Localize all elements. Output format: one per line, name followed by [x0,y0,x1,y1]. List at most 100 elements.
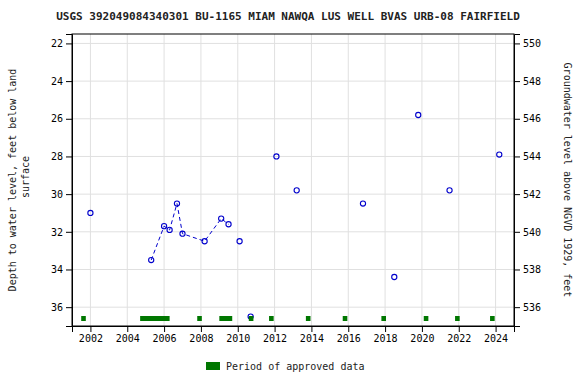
tick-mark [422,326,423,332]
approved-bar [249,316,254,321]
tick-label: 32 [51,227,63,238]
tick: 28 [51,151,72,162]
tick-label: 2024 [484,333,508,344]
grid-line-y [72,307,514,308]
tick-label: 546 [523,113,541,124]
approved-bar [81,316,86,321]
tick-mark [514,194,520,195]
tick: 542 [514,189,541,200]
tick-mark [514,119,520,120]
tick-mark [311,326,312,332]
tick-label: 24 [51,76,63,87]
tick: 2010 [226,326,250,344]
tick: 2014 [300,326,324,344]
approved-bar [381,316,386,321]
tick: 26 [51,113,72,124]
grid-line-y [72,269,514,270]
data-point [392,274,397,279]
grid-line-x [495,34,496,326]
grid-line-x [348,34,349,326]
grid-line-x [421,34,422,326]
grid-line-y [72,156,514,157]
tick-mark [90,326,91,332]
tick: 2012 [263,326,287,344]
tick-mark [459,326,460,332]
chart: USGS 392049084340301 BU-1165 MIAM NAWQA … [0,0,576,384]
tick-mark [238,326,239,332]
grid-line-y [72,81,514,82]
tick: 2002 [79,326,103,344]
legend-swatch [206,362,220,370]
y2-axis: 536538540542544546548550 [514,35,541,327]
data-point [294,188,299,193]
tick-label: 2016 [337,333,361,344]
approved-bar [343,316,348,321]
tick-mark [66,81,72,82]
data-point [88,210,93,215]
legend: Period of approved data [206,361,364,372]
tick-mark [66,156,72,157]
tick-mark [66,307,72,308]
approved-bar [219,316,232,321]
tick: 2018 [374,326,398,344]
tick-label: 538 [523,264,541,275]
tick: 24 [51,76,72,87]
tick-label: 2020 [410,333,434,344]
tick-mark [164,326,165,332]
tick-label: 2010 [226,333,250,344]
axis-domain [515,35,521,327]
grid-line-x [127,34,128,326]
tick-label: 2002 [79,333,103,344]
tick-label: 2018 [374,333,398,344]
tick: 2024 [484,326,508,344]
grid-line-y [72,118,514,119]
chart-title: USGS 392049084340301 BU-1165 MIAM NAWQA … [56,10,520,23]
tick-label: 2014 [300,333,324,344]
plot-frame [72,34,514,326]
grid-line-x [90,34,91,326]
tick-label: 2012 [263,333,287,344]
tick-label: 540 [523,227,541,238]
tick-label: 2022 [447,333,471,344]
tick-label: 26 [51,113,63,124]
grid-line-x [164,34,165,326]
tick-mark [66,43,72,44]
data-point [237,239,242,244]
tick: 30 [51,189,72,200]
tick-mark [201,326,202,332]
grid-line-x [385,34,386,326]
tick-mark [496,326,497,332]
grid-line-y [72,231,514,232]
tick: 2020 [410,326,434,344]
grid-line-x [200,34,201,326]
tick: 32 [51,227,72,238]
tick: 34 [51,264,72,275]
grid-line-x [311,34,312,326]
data-point [497,152,502,157]
tick: 548 [514,76,541,87]
tick-label: 550 [523,38,541,49]
tick: 2016 [337,326,361,344]
y-axis-title: Depth to water level, feet below land su… [7,69,31,292]
data-point [447,188,452,193]
tick: 2004 [116,326,140,344]
tick: 22 [51,38,72,49]
tick-mark [514,232,520,233]
tick-mark [514,307,520,308]
tick-label: 2004 [116,333,140,344]
grid-line-x [274,34,275,326]
y2-axis-title: Groundwater level above NGVD 1929, feet [562,63,573,298]
approved-bar [269,316,274,321]
tick-mark [66,194,72,195]
axis-domain [66,35,73,327]
approved-bar [197,316,202,321]
grid [72,34,514,326]
tick: 36 [51,302,72,313]
approved-bar [424,316,429,321]
tick-mark [514,43,520,44]
tick-mark [514,156,520,157]
tick-label: 2006 [153,333,177,344]
tick-mark [385,326,386,332]
tick-mark [66,119,72,120]
data-point [274,154,279,159]
